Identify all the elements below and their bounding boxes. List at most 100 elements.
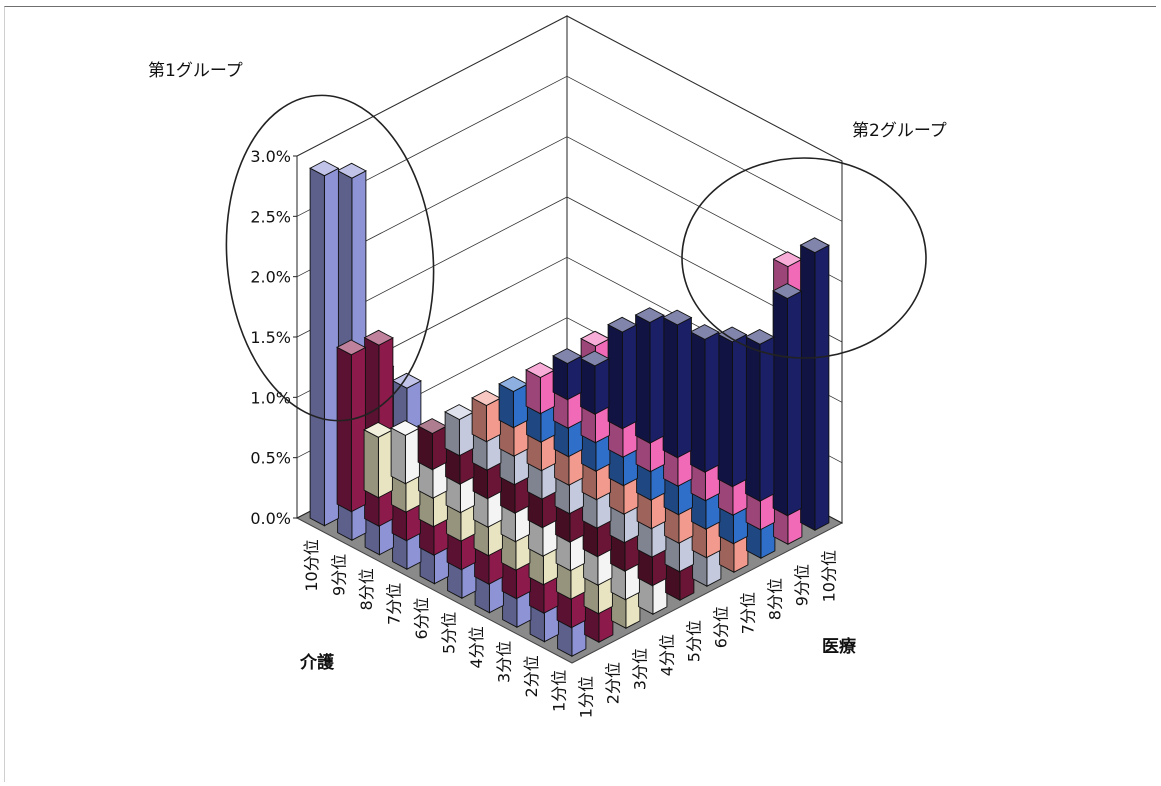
bar-face-side <box>336 346 352 513</box>
bar-face-side <box>800 244 816 531</box>
bar <box>336 339 367 513</box>
kaigo-tick-label: 8分位 <box>357 568 376 610</box>
bar-face-front <box>377 429 393 499</box>
kaigo-tick-label: 2分位 <box>522 655 541 697</box>
gridline <box>296 15 843 162</box>
bar <box>471 390 502 443</box>
bar-face-front <box>759 336 775 502</box>
bar-face-side <box>717 333 733 488</box>
group2-ellipse <box>681 157 927 359</box>
bar-face-front <box>323 167 339 527</box>
bar-face-side <box>690 331 706 473</box>
bar-face-top <box>391 372 422 389</box>
bar <box>444 404 475 457</box>
bar-face-top <box>607 316 638 333</box>
bar <box>717 326 748 488</box>
iryo-tick-label: 1分位 <box>577 676 596 718</box>
bar-face-front <box>350 346 366 513</box>
kaigo-tick-label: 1分位 <box>549 670 568 712</box>
bar <box>662 309 693 459</box>
iryo-tick-label: 2分位 <box>604 662 623 704</box>
bar-face-front <box>594 357 610 415</box>
bar <box>363 421 394 499</box>
bar-face-front <box>649 314 665 444</box>
bar-face-top <box>689 324 720 340</box>
iryo-tick-label: 8分位 <box>766 578 785 620</box>
bar <box>799 237 830 531</box>
bar-face-side <box>635 314 651 444</box>
kaigo-tick-label: 7分位 <box>384 583 403 625</box>
bar <box>552 348 583 401</box>
bar-face-top <box>552 348 583 365</box>
kaigo-tick-label: 5分位 <box>439 612 458 654</box>
bar-face-side <box>390 427 406 485</box>
z-tick-label: 2.5% <box>250 207 291 226</box>
iryo-tick-label: 3分位 <box>631 648 650 690</box>
kaigo-tick-label: 3分位 <box>494 641 513 683</box>
group1-label: 第1グループ <box>148 61 243 81</box>
bar-face-side <box>309 167 325 527</box>
iryo-tick-label: 9分位 <box>793 564 812 606</box>
bar-face-top <box>336 339 367 356</box>
bar-face-front <box>676 316 692 459</box>
bar-face-top <box>772 283 803 300</box>
bar-face-side <box>607 323 623 430</box>
bar-face-side <box>363 429 379 499</box>
bar-face-front <box>621 324 637 430</box>
chart-bars <box>309 160 830 657</box>
highlight-ellipses <box>225 94 927 422</box>
bar <box>498 376 529 429</box>
bar-face-front <box>814 244 830 531</box>
bar-face-front <box>704 331 720 473</box>
bar-face-top <box>579 350 610 367</box>
iryo-tick-label: 4分位 <box>658 634 677 676</box>
bar-face-top <box>744 328 775 345</box>
bar <box>390 420 421 485</box>
bar <box>579 350 610 415</box>
z-tick-label: 2.0% <box>250 268 291 287</box>
gridline <box>296 136 843 283</box>
axis-name-iryo: 医療 <box>822 636 857 657</box>
iryo-tick-label: 7分位 <box>739 592 758 634</box>
z-tick-label: 3.0% <box>250 147 291 166</box>
chart-labels: 0.0% 0.5% 1.0% 1.5% 2.0% 2.5% 3.0% 10分位 9分位 8分位 7分… <box>250 147 838 718</box>
bar <box>417 418 448 471</box>
bar <box>744 328 775 502</box>
bar-face-front <box>786 290 802 517</box>
bar <box>772 283 803 517</box>
z-tick-label: 1.5% <box>250 328 291 347</box>
kaigo-tick-label: 4分位 <box>467 626 486 668</box>
bar-face-side <box>580 357 596 415</box>
kaigo-tick-label: 9分位 <box>329 554 348 596</box>
gridline <box>296 75 843 222</box>
bar <box>309 160 340 527</box>
iryo-tick-label: 5分位 <box>685 620 704 662</box>
bar <box>689 324 720 473</box>
z-tick-label: 1.0% <box>250 388 291 407</box>
group2-label: 第2グループ <box>852 121 947 141</box>
bar-face-top <box>363 329 394 346</box>
z-tick-label: 0.5% <box>250 449 291 468</box>
bar <box>634 307 665 444</box>
bar-face-front <box>404 427 420 485</box>
bar-face-top <box>309 160 340 177</box>
frame-border <box>4 6 1156 782</box>
bar <box>607 316 638 430</box>
bar-face-side <box>772 290 788 517</box>
bar-face-top <box>634 307 665 324</box>
bar-face-top <box>717 326 748 343</box>
bar-face-top <box>662 309 693 326</box>
gridline <box>296 196 843 343</box>
bar-face-front <box>731 333 747 488</box>
bar-face-top <box>799 237 830 254</box>
bar-face-top <box>336 162 367 179</box>
bar-face-side <box>662 316 678 459</box>
bar-face-side <box>745 336 761 502</box>
iryo-tick-label: 10分位 <box>820 550 839 602</box>
iryo-tick-label: 6分位 <box>712 606 731 648</box>
kaigo-tick-label: 10分位 <box>302 539 321 591</box>
axis-name-kaigo: 介護 <box>299 652 335 673</box>
kaigo-tick-label: 6分位 <box>412 597 431 639</box>
